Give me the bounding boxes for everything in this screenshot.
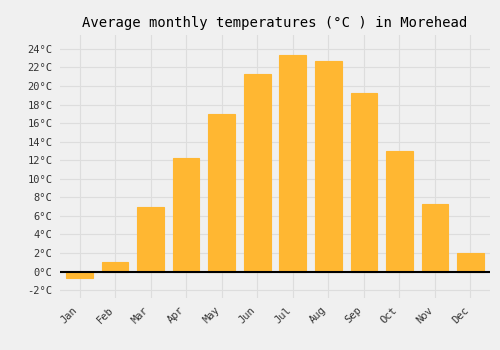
Title: Average monthly temperatures (°C ) in Morehead: Average monthly temperatures (°C ) in Mo…: [82, 16, 468, 30]
Bar: [173, 158, 200, 272]
Bar: [457, 253, 484, 272]
Bar: [280, 55, 306, 272]
Bar: [386, 151, 412, 272]
Bar: [138, 206, 164, 272]
Bar: [208, 114, 235, 272]
Bar: [350, 92, 377, 272]
Bar: [315, 61, 342, 272]
Bar: [244, 74, 270, 272]
Bar: [422, 204, 448, 272]
Bar: [66, 272, 93, 278]
Bar: [102, 262, 128, 272]
